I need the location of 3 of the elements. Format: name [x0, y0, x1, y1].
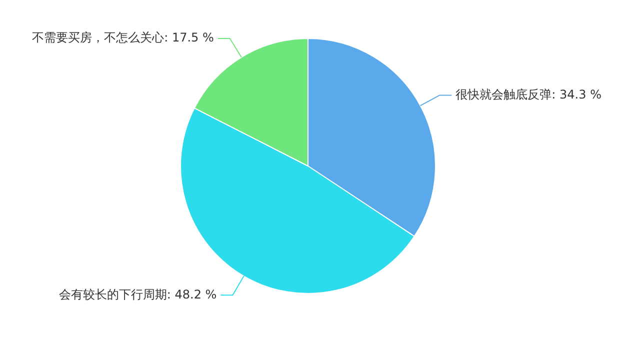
slice-label: 不需要买房，不怎么关心: 17.5 % [32, 30, 214, 45]
slice-label: 会有较长的下行周期: 48.2 % [58, 287, 217, 302]
slice-label: 很快就会触底反弹: 34.3 % [456, 87, 602, 102]
